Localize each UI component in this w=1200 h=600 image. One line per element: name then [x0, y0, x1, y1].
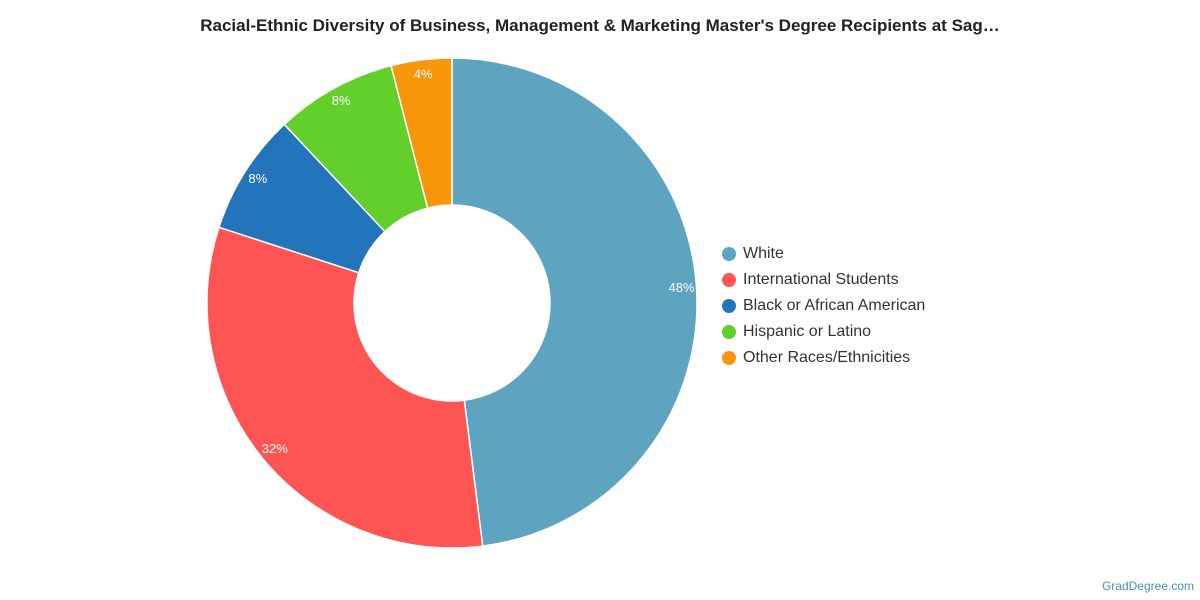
slice-white[interactable]	[451, 57, 698, 547]
legend-marker	[722, 325, 736, 339]
data-label-black-or-african-american: 8%	[248, 171, 267, 186]
legend-label: White	[743, 245, 784, 262]
legend-item-other-races-ethnicities[interactable]: Other Races/Ethnicities	[722, 345, 925, 371]
legend-marker	[722, 351, 736, 365]
legend-label: Other Races/Ethnicities	[743, 349, 911, 366]
legend-item-hispanic-or-latino[interactable]: Hispanic or Latino	[722, 319, 925, 345]
legend-marker	[722, 247, 736, 261]
source-credit[interactable]: GradDegree.com	[1101, 579, 1194, 593]
data-label-hispanic-or-latino: 8%	[332, 93, 351, 108]
legend: White International Students Black or Afri…	[722, 241, 925, 371]
legend-marker	[722, 299, 736, 313]
data-label-other-races-ethnicities: 4%	[414, 66, 433, 81]
slice-other-races-ethnicities[interactable]	[390, 57, 453, 209]
legend-label: Hispanic or Latino	[743, 323, 872, 340]
data-labels: 48% 32% 8% 8% 4%	[248, 66, 695, 456]
legend-item-black-or-african-american[interactable]: Black or African American	[722, 293, 925, 319]
slice-international-students[interactable]	[206, 226, 484, 549]
data-label-white: 48%	[669, 280, 695, 295]
legend-item-white[interactable]: White	[722, 241, 925, 267]
legend-label: International Students	[743, 271, 899, 288]
legend-marker	[722, 273, 736, 287]
legend-label: Black or African American	[743, 297, 926, 314]
donut-slices	[206, 57, 698, 549]
chart-title: Racial-Ethnic Diversity of Business, Man…	[200, 16, 1000, 35]
legend-item-international-students[interactable]: International Students	[722, 267, 925, 293]
data-label-international-students: 32%	[262, 441, 288, 456]
